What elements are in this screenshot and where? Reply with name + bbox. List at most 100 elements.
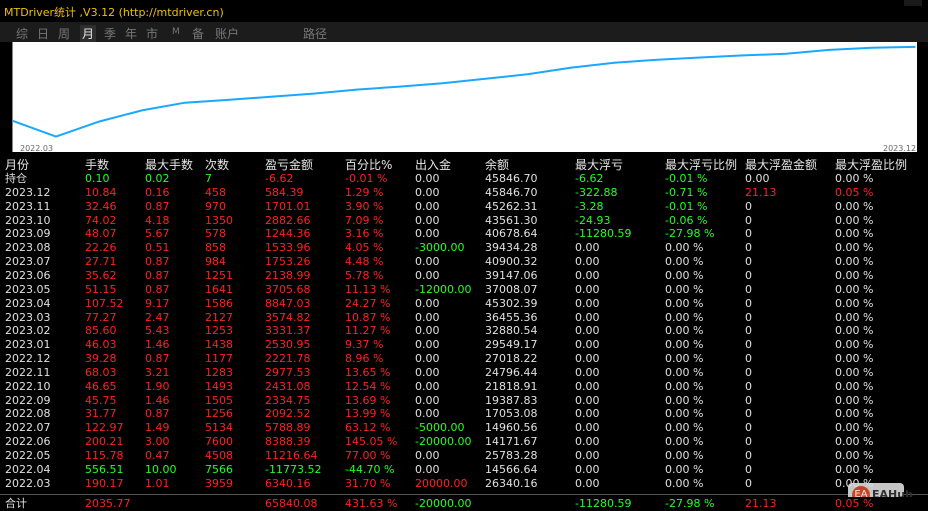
table-cell: 46.03 [85, 338, 117, 352]
total-separator [0, 494, 928, 495]
table-cell: 21818.91 [485, 379, 538, 393]
tab-6[interactable]: 市 [146, 27, 159, 41]
table-cell: 43561.30 [485, 213, 538, 227]
table-cell: 11216.64 [265, 449, 318, 462]
table-cell: 0 [745, 365, 752, 379]
total-cell: 431.63 % [345, 497, 398, 510]
table-cell: 0.00 % [665, 379, 704, 393]
table-cell: 0.02 [145, 172, 170, 185]
table-cell: 556.51 [85, 462, 124, 476]
table-cell: 2092.52 [265, 407, 311, 421]
table-cell: 0.00 % [665, 365, 704, 379]
tab-10[interactable]: 路径 [303, 27, 328, 41]
tab-2[interactable]: 周 [58, 27, 71, 41]
table-cell: 458 [205, 185, 226, 199]
table-cell: 0.00 % [665, 282, 704, 296]
tab-3[interactable]: 月 [80, 25, 97, 42]
column-header: 百分比% [345, 158, 393, 172]
table-cell: 0.00 % [835, 365, 874, 379]
table-cell: 31.70 % [345, 476, 391, 490]
chart-x-end-label: 2023.12 [883, 144, 917, 153]
equity-point-2022.08 [226, 99, 229, 101]
table-cell: 35.62 [85, 268, 117, 282]
tab-0[interactable]: 综 [16, 27, 29, 41]
table-cell: 39147.06 [485, 268, 538, 282]
table-cell: 20000.00 [415, 476, 468, 490]
table-cell: 2022.10 [5, 379, 51, 393]
table-cell: 0.00 % [835, 421, 874, 435]
table-cell: 32880.54 [485, 324, 538, 338]
tab-5[interactable]: 年 [125, 27, 138, 41]
table-cell: 13.99 % [345, 407, 391, 421]
table-cell: 0 [745, 462, 752, 476]
table-row: 2023.12 10.84 0.16 458 584.39 1.29 % 0.00 45846… [0, 186, 928, 200]
table-cell: 2023.01 [5, 338, 51, 352]
table-cell: 3959 [205, 476, 233, 490]
table-cell: 2.47 [145, 310, 170, 324]
table-cell: 持仓 [5, 172, 27, 185]
table-header: 月份 手数 最大手数 次数 盈亏金额 百分比% 出入金 余额 最大浮亏 最大浮亏比例 最大浮盈金额 最… [0, 158, 928, 172]
table-row: 2023.07 27.71 0.87 984 1753.26 4.48 % 0.00 4090… [0, 255, 928, 269]
table-cell: 11.27 % [345, 324, 391, 338]
table-cell: 4.05 % [345, 241, 384, 255]
tab-1[interactable]: 日 [37, 27, 50, 41]
table-cell: 0.00 % [665, 476, 704, 490]
table-cell: 10.87 % [345, 310, 391, 324]
table-cell: 45262.31 [485, 199, 538, 213]
table-cell: 0.00 % [665, 255, 704, 269]
table-cell: 45302.39 [485, 296, 538, 310]
table-cell: 0.00 % [835, 310, 874, 324]
table-cell: 12.54 % [345, 379, 391, 393]
table-cell: 0 [745, 476, 752, 490]
tab-7[interactable]: M [172, 27, 180, 37]
total-cell: 65840.08 [265, 497, 318, 510]
table-cell: 0.87 [145, 268, 170, 282]
table-cell: 0.00 [415, 365, 440, 379]
table-cell: 0.00 [575, 393, 600, 407]
table-row: 2023.01 46.03 1.46 1438 2530.95 9.37 % 0.00 295… [0, 338, 928, 352]
total-cell: 合计 [5, 497, 27, 510]
table-cell: -12000.00 [415, 282, 472, 296]
table-cell: 2023.12 [5, 185, 51, 199]
table-total-row: 合计 2035.77 65840.08 431.63 % -20000.00 -11280… [0, 497, 928, 511]
table-cell: 1350 [205, 213, 233, 227]
table-cell: 0.00 [415, 352, 440, 366]
table-cell: 0.87 [145, 407, 170, 421]
table-cell: -3.28 [575, 199, 604, 213]
table-cell: 5.67 [145, 227, 170, 241]
table-cell: 0.00 [415, 199, 440, 213]
table-cell: 2977.53 [265, 365, 311, 379]
table-cell: 0 [745, 255, 752, 269]
equity-point-2023.03 [527, 73, 530, 75]
table-cell: 1586 [205, 296, 233, 310]
tab-9[interactable]: 账户 [215, 27, 240, 41]
equity-point-2022.06 [141, 109, 143, 112]
window-control[interactable] [904, 0, 922, 6]
table-cell: 8.96 % [345, 352, 384, 366]
table-cell: 0 [745, 393, 752, 407]
table-cell: 39.28 [85, 352, 117, 366]
table-row: 2023.10 74.02 4.18 1350 2882.66 7.09 % 0.00 435… [0, 214, 928, 228]
table-cell: 0.00 [415, 338, 440, 352]
table-cell: 0.87 [145, 199, 170, 213]
table-cell: 0.00 [415, 379, 440, 393]
table-cell: 1256 [205, 407, 233, 421]
table-cell: 40900.32 [485, 255, 538, 269]
table-cell: 3.90 % [345, 199, 384, 213]
table-cell: 2138.99 [265, 268, 311, 282]
table-cell: 68.03 [85, 365, 117, 379]
table-cell: 2022.12 [5, 352, 51, 366]
tab-8[interactable]: 备 [192, 27, 205, 41]
table-cell: 578 [205, 227, 226, 241]
table-row: 2023.06 35.62 0.87 1251 2138.99 5.78 % 0.00 391… [0, 269, 928, 283]
table-cell: 0.00 % [665, 449, 704, 462]
table-cell: 14960.56 [485, 421, 538, 435]
table-cell: 25783.28 [485, 449, 538, 462]
equity-point-2023.11 [871, 46, 873, 49]
table-cell: -0.06 % [665, 213, 708, 227]
tab-4[interactable]: 季 [104, 27, 117, 41]
table-cell: 0.05 % [835, 185, 874, 199]
table-cell: 40678.64 [485, 227, 538, 241]
column-header: 最大浮盈金额 [745, 158, 818, 172]
table-row: 2023.11 32.46 0.87 970 1701.01 3.90 % 0.00 4526… [0, 200, 928, 214]
